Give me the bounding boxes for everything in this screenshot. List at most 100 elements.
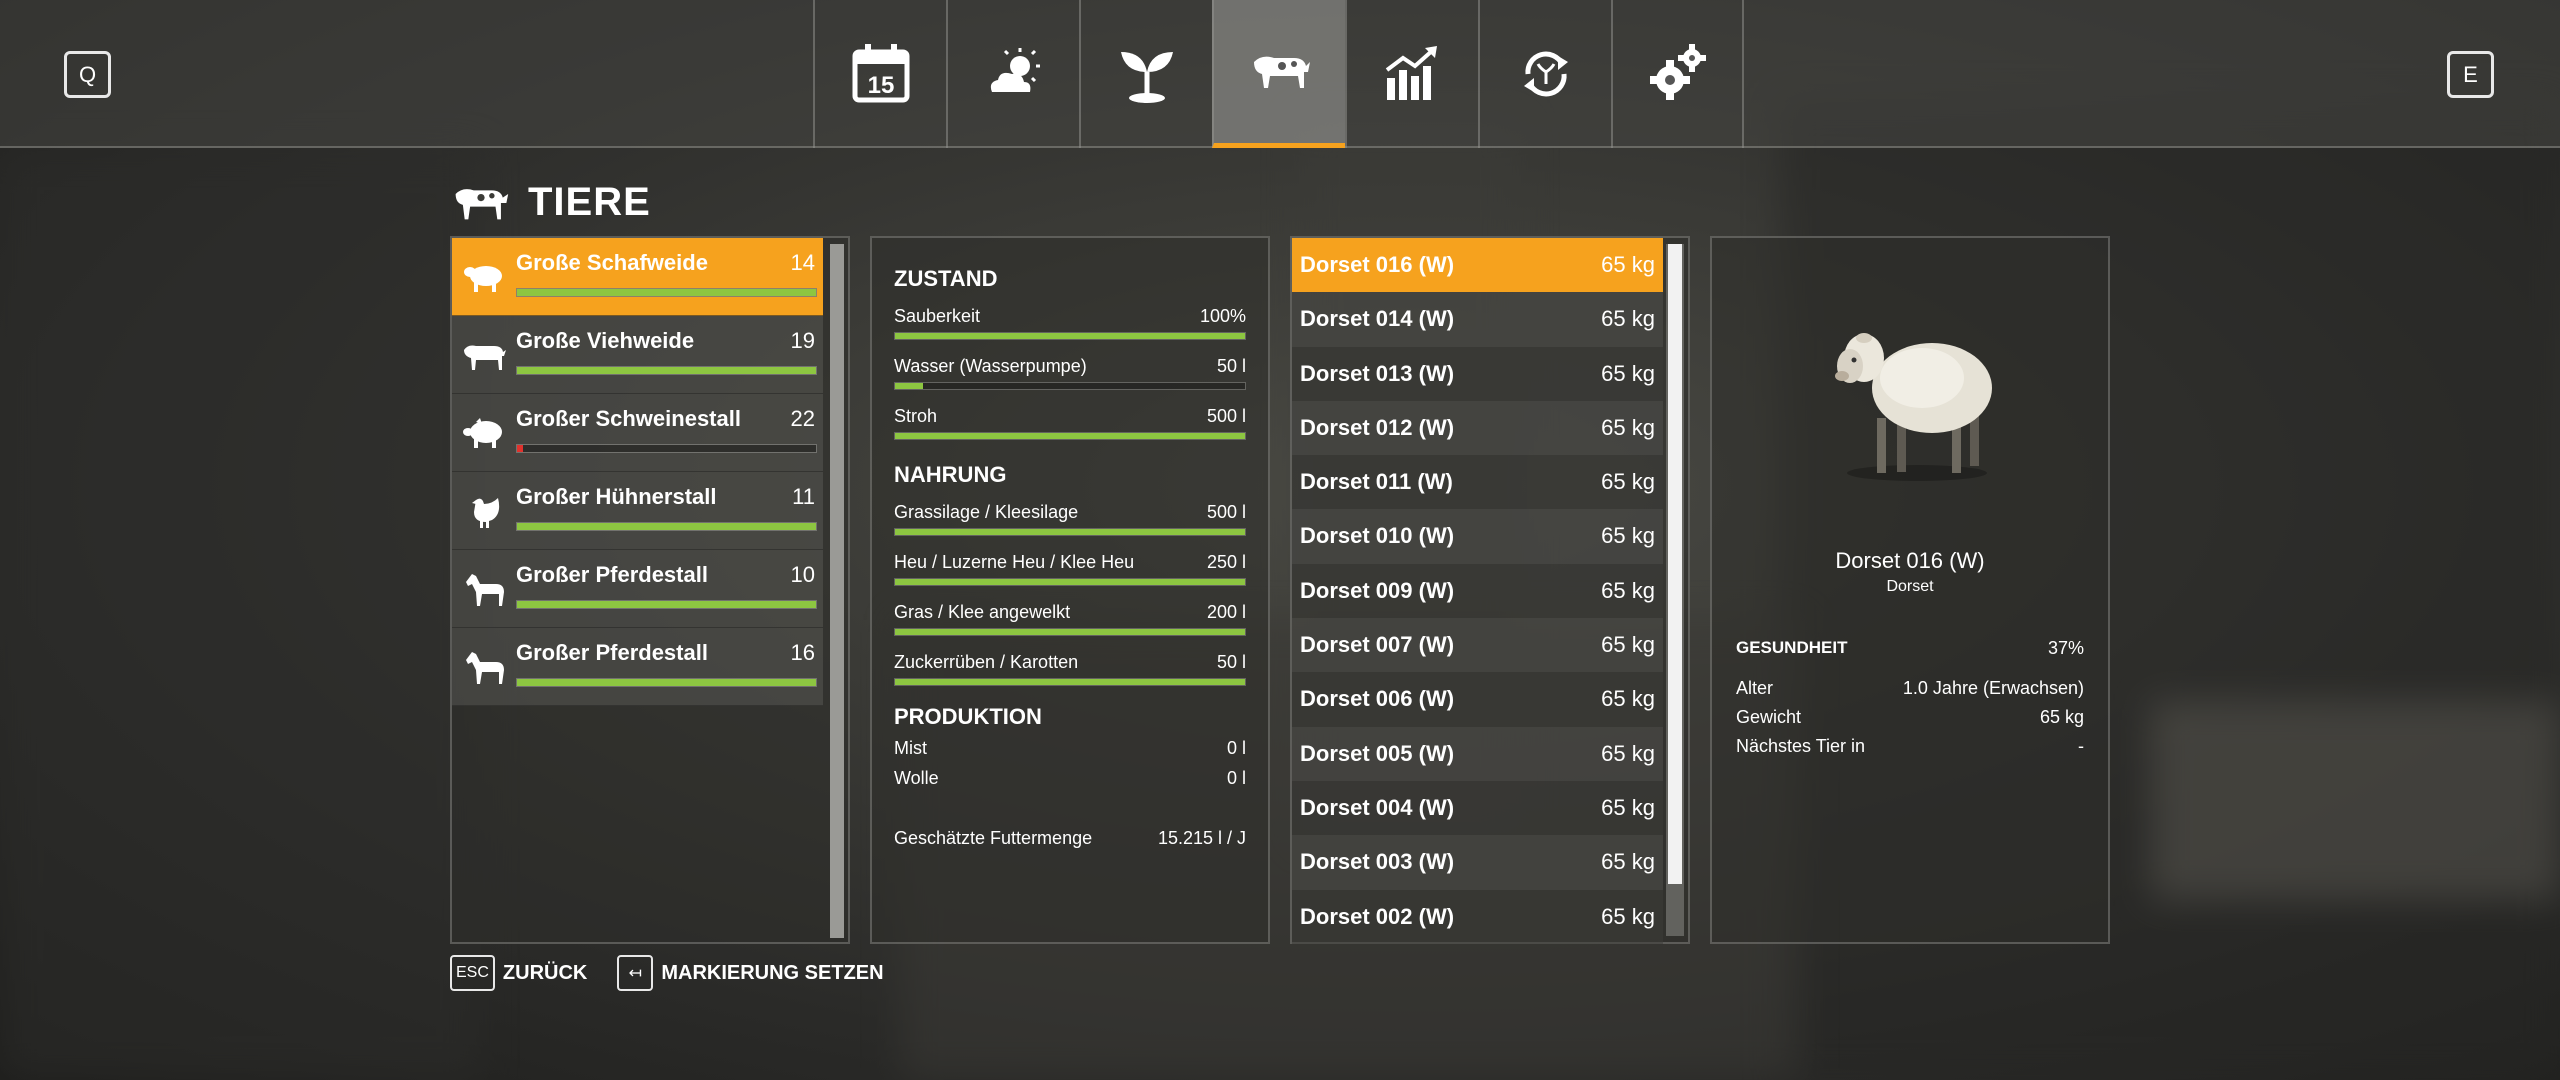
husbandry-scroll-thumb[interactable] <box>830 244 844 938</box>
husbandry-scrollbar[interactable] <box>830 244 844 938</box>
back-button[interactable]: ESC ZURÜCK <box>450 955 587 991</box>
sheep-image <box>1835 333 1992 481</box>
husbandry-item[interactable]: Großer Hühnerstall 11 <box>452 472 823 550</box>
production-row: Wolle 0 l <box>894 768 1246 798</box>
stat-bar-fill <box>895 629 1245 635</box>
set-marker-button[interactable]: ↤ MARKIERUNG SETZEN <box>617 955 884 991</box>
animal-item-name: Dorset 014 (W) <box>1300 306 1455 332</box>
stat-bar <box>894 678 1246 686</box>
tab-settings[interactable] <box>1611 0 1744 148</box>
animal-item-weight: 65 kg <box>1601 632 1655 658</box>
animal-item-name: Dorset 003 (W) <box>1300 849 1455 875</box>
next-page-key-hint[interactable]: E <box>2447 51 2494 98</box>
prev-page-key-hint[interactable]: Q <box>64 51 111 98</box>
husbandry-level-bar <box>516 288 817 297</box>
age-value: 1.0 Jahre (Erwachsen) <box>1902 678 2084 698</box>
production-title: PRODUKTION <box>894 704 1042 729</box>
pig-icon <box>462 416 506 452</box>
animal-item[interactable]: Dorset 010 (W) 65 kg <box>1292 509 1663 564</box>
stat-value: 50 l <box>1216 356 1246 376</box>
tab-calendar[interactable]: 15 <box>813 0 946 148</box>
animal-item-name: Dorset 005 (W) <box>1300 740 1455 766</box>
marker-key-icon: ↤ <box>617 955 654 991</box>
husbandry-item[interactable]: Großer Schweinestall 22 <box>452 394 823 472</box>
condition-panel: ZUSTAND Sauberkeit 100% Wasser (Wasserpump… <box>870 236 1270 944</box>
animal-item-name: Dorset 002 (W) <box>1300 903 1455 929</box>
animal-item-weight: 65 kg <box>1601 306 1655 332</box>
tab-prices[interactable] <box>1345 0 1478 148</box>
tab-weather[interactable] <box>946 0 1079 148</box>
husbandry-name: Großer Pferdestall <box>516 640 708 665</box>
animal-item-name: Dorset 010 (W) <box>1300 523 1455 549</box>
stat-value: 200 l <box>1206 602 1246 622</box>
page-title: TIERE <box>528 180 651 224</box>
animal-item[interactable]: Dorset 013 (W) 65 kg <box>1292 346 1663 401</box>
husbandry-item[interactable]: Große Schafweide 14 <box>452 238 823 316</box>
animal-item[interactable]: Dorset 006 (W) 65 kg <box>1292 672 1663 727</box>
animal-item[interactable]: Dorset 005 (W) 65 kg <box>1292 726 1663 781</box>
calendar-icon: 15 <box>852 44 909 103</box>
production-value: 0 l <box>1226 738 1246 758</box>
animal-item[interactable]: Dorset 002 (W) 65 kg <box>1292 889 1663 944</box>
animal-item[interactable]: Dorset 014 (W) 65 kg <box>1292 292 1663 347</box>
stat-bar <box>894 382 1246 390</box>
production-value: 0 l <box>1226 768 1246 788</box>
animal-item[interactable]: Dorset 007 (W) 65 kg <box>1292 618 1663 673</box>
animal-item-name: Dorset 013 (W) <box>1300 360 1455 386</box>
husbandry-name: Große Viehweide <box>516 328 695 353</box>
animal-item[interactable]: Dorset 016 (W) 65 kg <box>1292 238 1663 293</box>
top-navigation-bar: Q 15 <box>0 0 2560 148</box>
husbandry-item[interactable]: Großer Pferdestall 16 <box>452 628 823 706</box>
stat-row: Stroh 500 l <box>894 406 1246 456</box>
stat-bar-fill <box>895 529 1245 535</box>
stat-label: Sauberkeit <box>894 306 981 326</box>
feed-estimate-label: Geschätzte Futtermenge <box>894 828 1093 848</box>
animal-list: Dorset 016 (W) 65 kg Dorset 014 (W) 65 kg Do… <box>1292 238 1663 944</box>
stat-label: Grassilage / Kleesilage <box>894 502 1079 522</box>
production-label: Mist <box>894 738 927 758</box>
animal-item-weight: 65 kg <box>1601 686 1655 712</box>
animal-item-weight: 65 kg <box>1601 794 1655 820</box>
husbandry-name: Großer Hühnerstall <box>516 484 717 509</box>
tab-contracts[interactable] <box>1478 0 1611 148</box>
animal-scrollbar[interactable] <box>1666 244 1684 936</box>
animal-item-weight: 65 kg <box>1601 360 1655 386</box>
tab-crops[interactable] <box>1079 0 1212 148</box>
weight-value: 65 kg <box>2039 707 2084 727</box>
set-marker-label: MARKIERUNG SETZEN <box>661 961 884 984</box>
animal-item[interactable]: Dorset 012 (W) 65 kg <box>1292 400 1663 456</box>
husbandry-item[interactable]: Große Viehweide 19 <box>452 316 823 394</box>
production-label: Wolle <box>894 768 939 788</box>
production-items: Mist 0 l Wolle 0 l <box>894 738 1246 798</box>
animal-item[interactable]: Dorset 003 (W) 65 kg <box>1292 835 1663 890</box>
husbandry-list-panel: Große Schafweide 14 Große Viehweide 19 Große… <box>450 236 850 944</box>
animal-item-weight: 65 kg <box>1601 414 1655 440</box>
stat-row: Heu / Luzerne Heu / Klee Heu 250 l <box>894 552 1246 602</box>
stat-value: 250 l <box>1206 552 1246 572</box>
animal-scroll-thumb[interactable] <box>1668 244 1682 884</box>
feed-estimate-value: 15.215 l / J <box>1157 828 1246 848</box>
stat-bar <box>894 628 1246 636</box>
husbandry-level-bar <box>516 444 817 453</box>
animal-item[interactable]: Dorset 004 (W) 65 kg <box>1292 780 1663 836</box>
animal-item[interactable]: Dorset 011 (W) 65 kg <box>1292 455 1663 510</box>
production-row: Mist 0 l <box>894 738 1246 768</box>
condition-title: ZUSTAND <box>894 266 998 291</box>
sprout-icon <box>1120 52 1173 103</box>
animal-list-panel: Dorset 016 (W) 65 kg Dorset 014 (W) 65 kg Do… <box>1290 236 1690 944</box>
husbandry-level-fill <box>517 445 523 452</box>
stat-bar <box>894 528 1246 536</box>
husbandry-item[interactable]: Großer Pferdestall 10 <box>452 550 823 628</box>
stat-bar-fill <box>895 433 1245 439</box>
back-label: ZURÜCK <box>502 961 588 984</box>
animal-item-weight: 65 kg <box>1601 577 1655 603</box>
tab-animals[interactable] <box>1212 0 1345 148</box>
animal-item[interactable]: Dorset 009 (W) 65 kg <box>1292 563 1663 619</box>
gears-icon <box>1649 44 1706 100</box>
animal-item-name: Dorset 006 (W) <box>1300 686 1455 712</box>
food-items: Grassilage / Kleesilage 500 l Heu / Luzern… <box>894 502 1246 702</box>
weight-label: Gewicht <box>1736 707 1802 727</box>
stat-bar <box>894 578 1246 586</box>
husbandry-count: 14 <box>790 250 815 275</box>
animal-item-name: Dorset 007 (W) <box>1300 632 1455 658</box>
